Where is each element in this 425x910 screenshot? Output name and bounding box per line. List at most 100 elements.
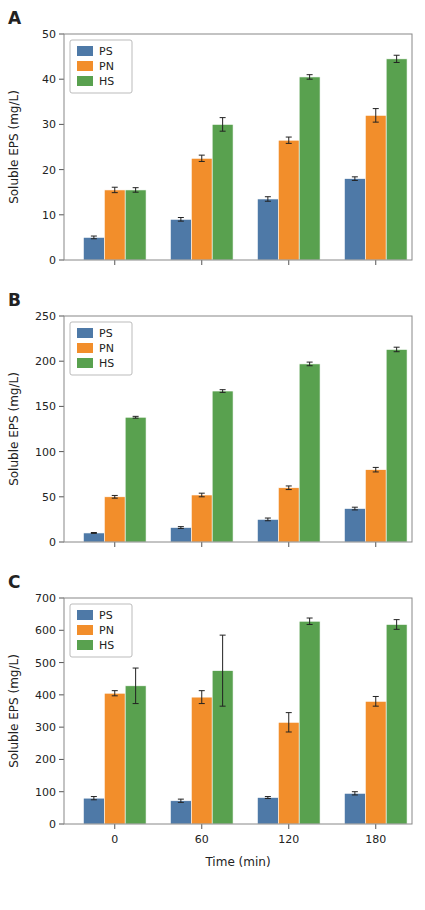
error-cap bbox=[394, 351, 400, 352]
error-line bbox=[396, 55, 397, 62]
y-tick-label: 600 bbox=[35, 624, 56, 637]
error-cap bbox=[178, 221, 184, 222]
bar bbox=[278, 140, 299, 260]
error-bar bbox=[178, 218, 184, 222]
bar bbox=[365, 115, 386, 260]
error-line bbox=[354, 177, 355, 181]
error-line bbox=[201, 493, 202, 497]
error-line bbox=[222, 118, 223, 132]
error-bar bbox=[286, 137, 292, 143]
y-tick-label: 30 bbox=[42, 118, 56, 131]
legend-label: PS bbox=[99, 609, 113, 622]
error-bar bbox=[91, 236, 97, 239]
error-cap bbox=[199, 493, 205, 494]
error-cap bbox=[307, 362, 313, 363]
y-tick-label: 0 bbox=[49, 536, 56, 549]
error-cap bbox=[265, 796, 271, 797]
legend-swatch bbox=[77, 343, 93, 353]
error-bar bbox=[178, 799, 184, 802]
legend-label: PN bbox=[99, 342, 114, 355]
error-bar bbox=[133, 416, 139, 418]
y-tick bbox=[59, 451, 64, 452]
y-tick-label: 100 bbox=[35, 786, 56, 799]
legend-swatch bbox=[77, 46, 93, 56]
error-bar bbox=[199, 493, 205, 497]
y-tick-label: 50 bbox=[42, 28, 56, 41]
bar bbox=[191, 495, 212, 542]
y-tick-label: 0 bbox=[49, 254, 56, 267]
bar bbox=[299, 621, 320, 824]
bar bbox=[83, 237, 104, 260]
figure: A01020304050Soluble EPS (mg/L)PSPNHSB050… bbox=[0, 0, 425, 910]
error-cap bbox=[286, 712, 292, 713]
error-line bbox=[135, 668, 136, 704]
bar bbox=[212, 391, 233, 542]
bar bbox=[83, 798, 104, 824]
y-tick bbox=[59, 542, 64, 543]
error-cap bbox=[220, 131, 226, 132]
error-cap bbox=[307, 74, 313, 75]
bar bbox=[257, 798, 278, 824]
error-bar bbox=[265, 197, 271, 202]
error-cap bbox=[394, 347, 400, 348]
bar bbox=[191, 697, 212, 824]
y-tick-label: 40 bbox=[42, 73, 56, 86]
x-tick bbox=[375, 542, 376, 547]
legend-label: HS bbox=[99, 75, 114, 88]
panel-label: B bbox=[8, 290, 21, 310]
error-line bbox=[375, 109, 376, 123]
y-tick-label: 700 bbox=[35, 592, 56, 605]
y-tick bbox=[59, 406, 64, 407]
x-tick-label: 120 bbox=[278, 833, 299, 846]
error-line bbox=[201, 155, 202, 161]
error-cap bbox=[373, 706, 379, 707]
y-tick bbox=[59, 694, 64, 695]
legend-swatch bbox=[77, 625, 93, 635]
error-line bbox=[267, 197, 268, 202]
error-cap bbox=[394, 619, 400, 620]
error-cap bbox=[286, 143, 292, 144]
legend-label: HS bbox=[99, 357, 114, 370]
legend-swatch bbox=[77, 328, 93, 338]
legend-label: PS bbox=[99, 327, 113, 340]
error-cap bbox=[112, 498, 118, 499]
x-tick-label: 60 bbox=[195, 833, 209, 846]
y-tick bbox=[59, 79, 64, 80]
y-tick-label: 250 bbox=[35, 310, 56, 323]
panel-label: A bbox=[8, 8, 22, 28]
error-line bbox=[288, 486, 289, 490]
error-bar bbox=[199, 155, 205, 161]
x-tick bbox=[201, 824, 202, 829]
bar bbox=[344, 179, 365, 260]
error-bar bbox=[112, 495, 118, 498]
bar bbox=[170, 219, 191, 260]
bar bbox=[278, 722, 299, 824]
legend-swatch bbox=[77, 76, 93, 86]
legend-box bbox=[70, 322, 132, 375]
y-tick bbox=[59, 496, 64, 497]
error-cap bbox=[286, 489, 292, 490]
error-bar bbox=[112, 691, 118, 696]
error-line bbox=[114, 187, 115, 192]
error-cap bbox=[178, 528, 184, 529]
error-bar bbox=[220, 118, 226, 132]
error-cap bbox=[133, 703, 139, 704]
y-axis-label: Soluble EPS (mg/L) bbox=[7, 90, 21, 204]
y-tick-label: 400 bbox=[35, 689, 56, 702]
error-cap bbox=[352, 794, 358, 795]
error-line bbox=[288, 137, 289, 143]
bar bbox=[125, 417, 146, 542]
bar bbox=[365, 470, 386, 542]
bar bbox=[104, 190, 125, 260]
y-tick bbox=[59, 662, 64, 663]
error-bar bbox=[178, 527, 184, 529]
x-tick bbox=[201, 542, 202, 547]
error-cap bbox=[373, 108, 379, 109]
legend-label: PN bbox=[99, 624, 114, 637]
bar bbox=[257, 199, 278, 260]
error-cap bbox=[286, 731, 292, 732]
error-cap bbox=[112, 695, 118, 696]
error-cap bbox=[133, 192, 139, 193]
error-line bbox=[222, 635, 223, 706]
error-cap bbox=[394, 62, 400, 63]
